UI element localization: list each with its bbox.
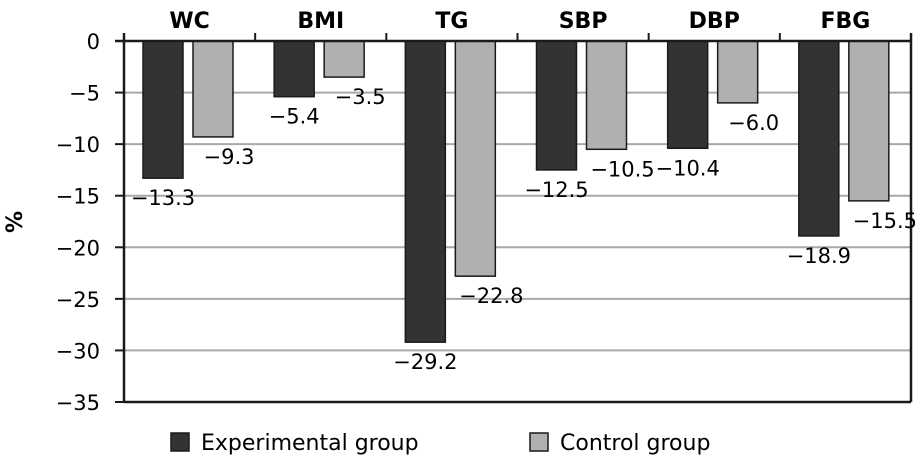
bar-experimental-bmi — [273, 40, 315, 98]
category-labels: WC BMI TG SBP DBP FBG — [169, 9, 870, 34]
axes — [115, 33, 913, 404]
y-tick-labels: 0 −5 −10 −15 −20 −25 −30 −35 — [56, 30, 100, 415]
bar-control-tg — [454, 40, 497, 277]
bar-control-sbp — [585, 40, 628, 151]
y-tick-label: −20 — [56, 236, 100, 260]
category-label-bmi: BMI — [297, 9, 344, 34]
y-tick-label: −15 — [56, 185, 100, 209]
legend-swatch-experimental — [170, 432, 190, 452]
data-label-control-fbg: −15.5 — [853, 209, 915, 233]
data-label-experimental-bmi: −5.4 — [269, 105, 320, 129]
bar-control-wc — [192, 40, 234, 138]
bar-experimental-wc — [142, 40, 184, 179]
gridlines — [124, 91, 911, 352]
legend: Experimental group Control group — [170, 431, 710, 456]
bars — [142, 40, 890, 343]
y-axis-label: % — [3, 211, 28, 233]
y-tick-label: −25 — [56, 288, 100, 312]
data-label-experimental-wc: −13.3 — [131, 186, 195, 210]
y-tick-label: −30 — [56, 339, 100, 363]
bar-control-dbp — [716, 40, 759, 104]
data-label-control-tg: −22.8 — [459, 284, 523, 308]
data-label-control-sbp: −10.5 — [590, 157, 654, 181]
y-tick-label: −5 — [69, 82, 100, 106]
category-label-tg: TG — [435, 9, 468, 34]
data-labels: −13.3 −9.3 −5.4 −3.5 −29.2 −22.8 −12.5−10.5 −10… — [131, 85, 915, 374]
legend-swatch-control — [529, 432, 549, 452]
data-label-experimental-sbp: −12.5 — [524, 178, 588, 202]
bar-experimental-sbp — [535, 40, 578, 171]
bar-experimental-dbp — [666, 40, 709, 150]
bar-control-fbg — [848, 40, 890, 202]
bar-experimental-fbg — [798, 40, 840, 237]
data-label-experimental-tg: −29.2 — [393, 350, 457, 374]
data-label-control-dbp: −6.0 — [728, 111, 779, 135]
y-tick-label: 0 — [87, 30, 100, 54]
data-label-control-bmi: −3.5 — [335, 85, 386, 109]
category-label-wc: WC — [169, 9, 209, 34]
category-label-fbg: FBG — [820, 9, 870, 34]
legend-label-experimental: Experimental group — [201, 431, 419, 456]
data-label-experimental-dbp: −10.4 — [655, 156, 719, 180]
category-label-sbp: SBP — [559, 9, 608, 34]
bar-experimental-tg — [404, 40, 447, 343]
y-tick-label: −35 — [56, 391, 100, 415]
bar-control-bmi — [323, 40, 365, 78]
y-tick-label: −10 — [56, 133, 100, 157]
legend-label-control: Control group — [560, 431, 710, 456]
data-label-experimental-fbg: −18.9 — [787, 244, 851, 268]
data-label-control-wc: −9.3 — [204, 145, 255, 169]
category-label-dbp: DBP — [689, 9, 740, 34]
